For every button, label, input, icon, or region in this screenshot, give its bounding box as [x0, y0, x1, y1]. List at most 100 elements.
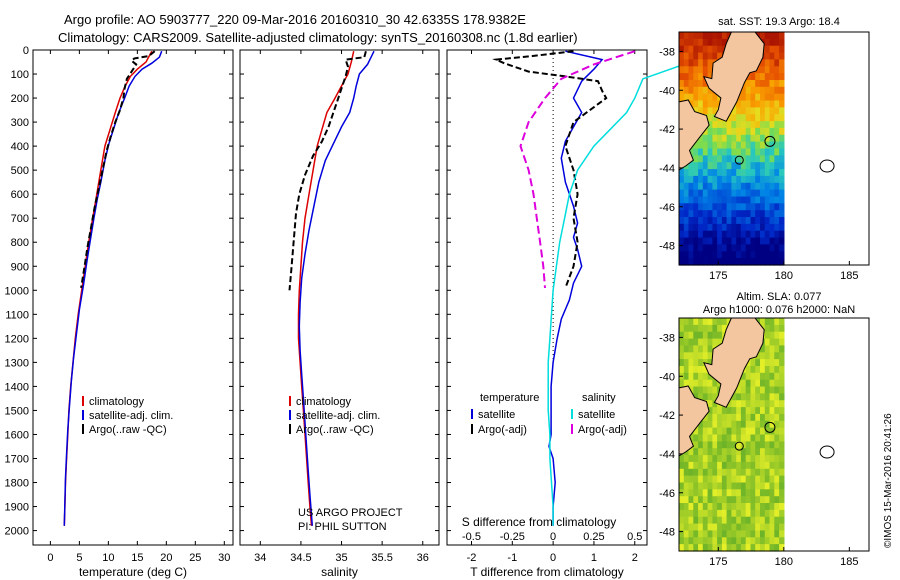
sla_map-land	[678, 385, 710, 457]
sla_map-cell	[779, 455, 785, 463]
sla_map-cell	[726, 461, 732, 470]
sst_map-cell	[779, 210, 785, 218]
sla_map-cell	[755, 530, 761, 538]
sst_map-cell	[755, 203, 761, 211]
sla_map-cell	[721, 461, 728, 470]
salinity-xtick-label: 36	[417, 552, 429, 564]
sst_map-cell	[707, 86, 713, 95]
sla_map-cell	[731, 503, 737, 511]
sla_map-cell	[707, 400, 713, 408]
sst_map-cell	[702, 66, 709, 74]
sst_map-cell	[679, 230, 685, 239]
sla_map-cell	[726, 503, 732, 511]
sla_map-cell	[779, 496, 785, 504]
difference-legend-label: Argo(-adj)	[578, 424, 627, 436]
sla_map-cell	[736, 482, 742, 490]
sla_map-cell	[679, 523, 685, 532]
sst_map-cell	[755, 148, 761, 156]
sla_map-cell	[750, 496, 756, 504]
sla_map-cell	[731, 455, 737, 463]
sst_map-cell	[688, 86, 694, 95]
sst_map-cell	[712, 127, 718, 136]
sst_map-cell	[726, 141, 732, 150]
sla_map-cell	[693, 366, 699, 374]
sst_map-cell	[707, 217, 713, 225]
sst_map-cell	[679, 52, 685, 61]
sla_map-cell	[717, 331, 723, 340]
sla_map-cell	[679, 537, 685, 545]
sst_map-cell	[740, 223, 747, 232]
sst_map-cell	[745, 203, 752, 211]
sst_map-cell	[769, 52, 775, 61]
sla_map-cell	[712, 509, 718, 518]
sst_map-cell	[774, 258, 780, 266]
sst_map-cell	[740, 162, 747, 170]
sla_map-cell	[764, 482, 771, 490]
sst_map-cell	[679, 237, 685, 246]
sla_map-cell	[717, 461, 723, 470]
sst_map-cell	[698, 155, 704, 163]
sla_map-cell	[774, 359, 780, 367]
sst_map-cell	[740, 189, 747, 198]
sla_map-cell	[745, 448, 752, 456]
sst_map-cell	[760, 80, 766, 88]
sla_map-cell	[693, 475, 699, 484]
sla_map-cell	[760, 544, 766, 552]
sst_map-cell	[707, 258, 713, 266]
sst_map-cell	[745, 155, 752, 163]
sst_map-cell	[702, 169, 709, 177]
sst_map-cell	[774, 196, 780, 204]
sla_map-cell	[683, 482, 690, 490]
sst_map-cell	[698, 210, 704, 218]
sst_map-cell	[740, 86, 747, 95]
sst_map-cell	[698, 134, 704, 143]
sla_map-cell	[683, 516, 690, 525]
sla_map-cell	[731, 393, 737, 401]
salinity-series-climatology	[297, 51, 355, 526]
sla_map-cell	[750, 503, 756, 511]
sla_map-cell	[750, 448, 756, 456]
sst_map-cell	[679, 182, 685, 191]
sla_map-cell	[740, 496, 747, 504]
sst_map-cell	[717, 217, 723, 225]
sst_map-cell	[764, 189, 771, 198]
sst_map-cell	[779, 217, 785, 225]
sst_map-cell	[717, 127, 723, 136]
sla_map-cell	[736, 427, 742, 436]
sla_map-cell	[712, 475, 718, 484]
sst_map-cell	[745, 114, 752, 122]
sst_map-cell	[693, 182, 699, 191]
sst_map-cell	[726, 127, 732, 136]
sla_map-cell	[750, 523, 756, 532]
sst_map-cell	[726, 230, 732, 239]
sla_map-cell	[721, 318, 728, 326]
sst_map-cell	[755, 73, 761, 81]
sla_map-cell	[717, 475, 723, 484]
sla_map-cell	[745, 379, 752, 388]
sla_map-cell	[750, 455, 756, 463]
sla_map-cell	[712, 386, 718, 394]
sst_map-cell	[750, 182, 756, 191]
sst_map-cell	[760, 155, 766, 163]
sla_map-cell	[712, 461, 718, 470]
sst_map-cell	[679, 45, 685, 54]
sst_map-cell	[755, 258, 761, 266]
sst_map-cell	[712, 237, 718, 246]
sst_map-cell	[745, 189, 752, 198]
sla_map-cell	[683, 530, 690, 538]
sla_map-cell	[764, 523, 771, 532]
sst_map-title: sat. SST: 19.3 Argo: 18.4	[718, 16, 840, 28]
sst_map-cell	[779, 121, 785, 129]
sst_map-cell	[769, 134, 775, 143]
sst_map-cell	[698, 32, 704, 40]
difference-series-salinity-argo-adj-	[519, 50, 636, 288]
sla_map-cell	[698, 379, 704, 388]
sst_map-cell	[745, 100, 752, 108]
sst_map-cell	[726, 182, 732, 191]
sla_map-cell	[688, 523, 694, 532]
sst_map-cell	[712, 162, 718, 170]
sla_map-cell	[750, 427, 756, 436]
sst_map-cell	[745, 134, 752, 143]
sla_map-cell	[755, 468, 761, 477]
